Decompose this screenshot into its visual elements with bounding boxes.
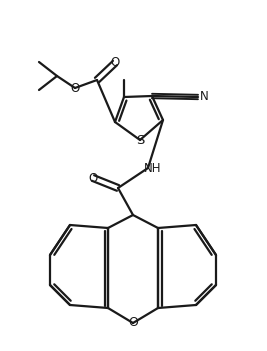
Text: S: S: [136, 133, 144, 146]
Text: O: O: [70, 81, 80, 94]
Text: N: N: [200, 91, 208, 104]
Text: O: O: [128, 317, 138, 330]
Text: NH: NH: [144, 161, 162, 174]
Text: O: O: [110, 57, 120, 69]
Text: O: O: [88, 172, 98, 185]
